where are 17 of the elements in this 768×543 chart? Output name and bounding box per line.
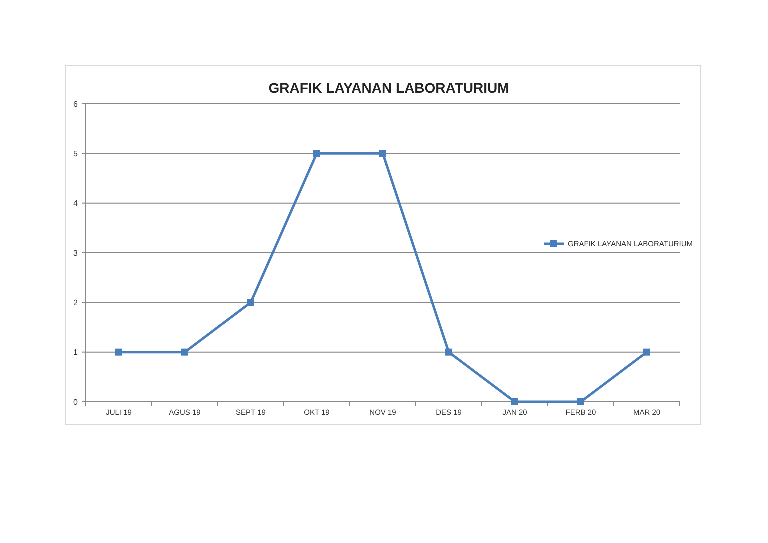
y-tick-label: 4 xyxy=(74,199,79,208)
point xyxy=(248,299,254,306)
point xyxy=(644,348,650,356)
chart-title: GRAFIK LAYANAN LABORATURIUM xyxy=(268,80,510,96)
point xyxy=(182,348,188,356)
point xyxy=(380,150,386,158)
y-tick-label: 3 xyxy=(74,248,79,258)
point xyxy=(314,150,320,158)
point xyxy=(578,398,584,406)
y-tick-label: 1 xyxy=(74,348,79,358)
point xyxy=(116,348,122,356)
point xyxy=(446,348,452,356)
y-tick-label: 0 xyxy=(74,398,79,407)
y-tick-label: 5 xyxy=(74,149,79,158)
y-tick-label: 2 xyxy=(74,298,79,308)
y-tick-label: 6 xyxy=(74,100,79,109)
point xyxy=(512,398,518,406)
